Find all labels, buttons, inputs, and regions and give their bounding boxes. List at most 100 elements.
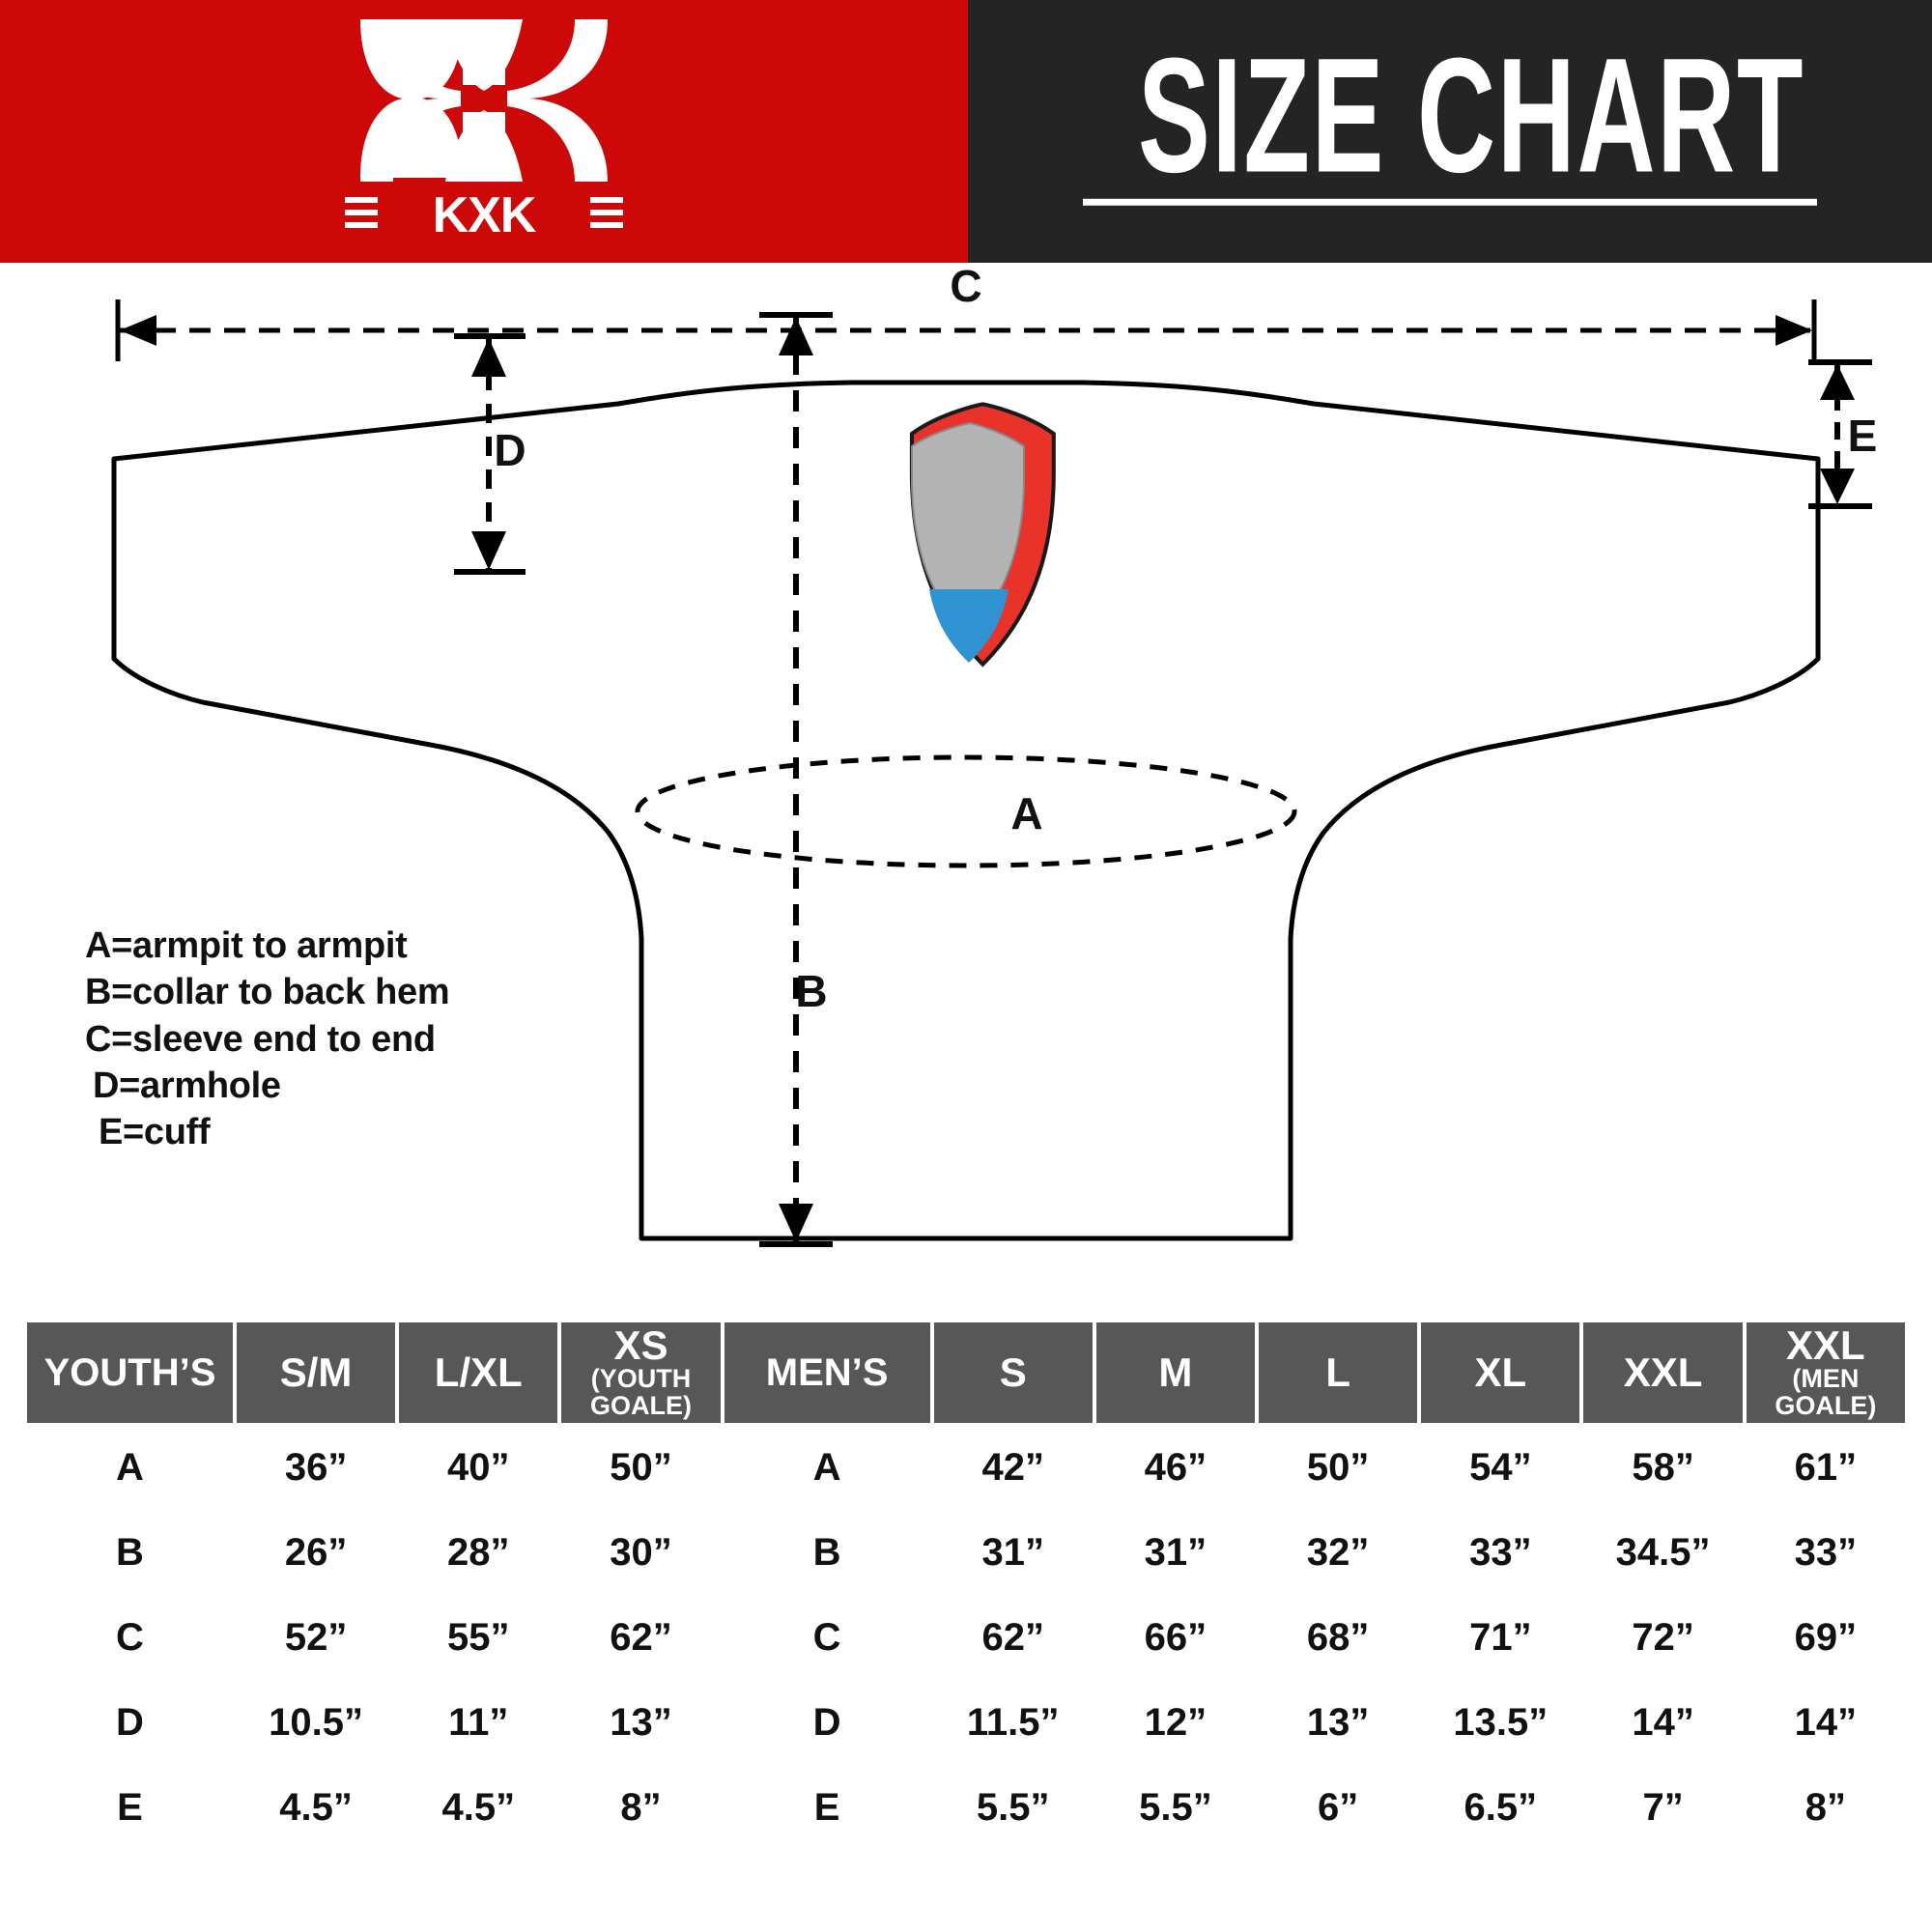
mens-column-header-5[interactable]: XXL (MEN GOALE)	[1746, 1322, 1905, 1423]
page-header: KXK SIZE CHART	[0, 0, 1932, 263]
dimension-a-label: A	[1010, 788, 1042, 838]
legend-item-d: D=armhole	[93, 1065, 281, 1106]
title-panel: SIZE CHART	[968, 0, 1932, 263]
mens-cell-d-3: 13.5”	[1421, 1682, 1580, 1763]
mens-row-label: A	[724, 1427, 930, 1508]
size-table-body: A 36” 40” 50” A 42” 46” 50” 54” 58” 61” B 26” 28” 30” B…	[27, 1427, 1905, 1848]
youth-row-label: E	[27, 1767, 233, 1848]
page-title: SIZE CHART	[1138, 24, 1805, 207]
legend-item-a: A=armpit to armpit	[85, 925, 408, 966]
dimension-d-label: D	[494, 425, 526, 475]
mens-cell-a-2: 50”	[1259, 1427, 1418, 1508]
brand-wordmark: KXK	[339, 184, 629, 242]
mens-cell-e-3: 6.5”	[1421, 1767, 1580, 1848]
mens-cell-d-5: 14”	[1746, 1682, 1905, 1763]
mens-column-header-0[interactable]: S	[933, 1322, 1093, 1423]
brand-logo: KXK	[339, 14, 629, 245]
youth-cell-d-2: 13”	[561, 1682, 721, 1763]
youth-cell-e-2: 8”	[561, 1767, 721, 1848]
column-size-label: XS	[613, 1322, 668, 1369]
mens-row-label: C	[724, 1597, 930, 1678]
mens-cell-b-3: 33”	[1421, 1512, 1580, 1593]
mens-cell-b-2: 32”	[1259, 1512, 1418, 1593]
mens-column-header-1[interactable]: M	[1095, 1322, 1256, 1423]
table-row: B 26” 28” 30” B 31” 31” 32” 33” 34.5” 33”	[27, 1512, 1905, 1593]
youth-column-header-1[interactable]: L/XL	[399, 1322, 558, 1423]
table-row: E 4.5” 4.5” 8” E 5.5” 5.5” 6” 6.5” 7” 8”	[27, 1767, 1905, 1848]
mens-cell-e-2: 6”	[1259, 1767, 1418, 1848]
mens-column-header-3[interactable]: XL	[1421, 1322, 1580, 1423]
mens-cell-e-1: 5.5”	[1095, 1767, 1256, 1848]
dimension-b-label: B	[795, 966, 827, 1016]
youth-cell-a-0: 36”	[236, 1427, 396, 1508]
youth-row-label: B	[27, 1512, 233, 1593]
column-size-label: L/XL	[434, 1350, 523, 1395]
youth-cell-e-0: 4.5”	[236, 1767, 396, 1848]
column-size-label: M	[1158, 1350, 1193, 1395]
dimension-e-arrow	[1808, 359, 1872, 509]
jersey-outline	[111, 380, 1821, 1241]
brand-name-text: KXK	[433, 187, 537, 242]
legend-item-b: B=collar to back hem	[85, 972, 450, 1013]
mens-cell-d-4: 14”	[1583, 1682, 1743, 1763]
dimension-b-arrow	[759, 312, 833, 1247]
legend-item-c: C=sleeve end to end	[85, 1018, 436, 1060]
mens-cell-a-1: 46”	[1095, 1427, 1256, 1508]
mens-cell-d-0: 11.5”	[933, 1682, 1093, 1763]
mens-cell-e-4: 7”	[1583, 1767, 1743, 1848]
mens-row-label: E	[724, 1767, 930, 1848]
size-table-head: YOUTH’S S/M L/XL XS (YOUTH GOALE) MEN’S S M L XL X…	[27, 1322, 1905, 1423]
column-size-label: XL	[1474, 1350, 1527, 1395]
kxk-wordmark-icon: KXK	[345, 187, 623, 242]
dimension-d-arrow	[454, 333, 526, 575]
mens-cell-c-5: 69”	[1746, 1597, 1905, 1678]
mens-cell-e-0: 5.5”	[933, 1767, 1093, 1848]
mens-cell-c-1: 66”	[1095, 1597, 1256, 1678]
mens-cell-c-2: 68”	[1259, 1597, 1418, 1678]
youth-cell-a-2: 50”	[561, 1427, 721, 1508]
youth-column-header-0[interactable]: S/M	[236, 1322, 396, 1423]
brand-panel: KXK	[0, 0, 968, 263]
mens-row-label: B	[724, 1512, 930, 1593]
jersey-diagram-svg: A B D	[111, 263, 1878, 1247]
mens-cell-d-1: 12”	[1095, 1682, 1256, 1763]
legend-item-e: E=cuff	[99, 1112, 211, 1152]
youth-cell-a-1: 40”	[399, 1427, 558, 1508]
mens-cell-c-0: 62”	[933, 1597, 1093, 1678]
measurement-legend: A=armpit to armpit B=collar to back hem …	[85, 923, 450, 1155]
mens-column-header-2[interactable]: L	[1259, 1322, 1418, 1423]
column-size-label: XXL	[1786, 1322, 1865, 1369]
mens-group-header[interactable]: MEN’S	[724, 1322, 930, 1423]
size-table-wrapper: YOUTH’S S/M L/XL XS (YOUTH GOALE) MEN’S S M L XL X…	[23, 1319, 1909, 1852]
youth-cell-c-2: 62”	[561, 1597, 721, 1678]
youth-group-header[interactable]: YOUTH’S	[27, 1322, 233, 1423]
youth-cell-b-0: 26”	[236, 1512, 396, 1593]
title-block: SIZE CHART	[1083, 33, 1817, 207]
kxk-hourglass-logo-icon	[360, 19, 608, 182]
mens-cell-c-4: 72”	[1583, 1597, 1743, 1678]
column-size-label: S	[999, 1350, 1027, 1395]
youth-cell-e-1: 4.5”	[399, 1767, 558, 1848]
column-size-label: L	[1325, 1350, 1350, 1395]
youth-cell-c-1: 55”	[399, 1597, 558, 1678]
table-row: C 52” 55” 62” C 62” 66” 68” 71” 72” 69”	[27, 1597, 1905, 1678]
youth-row-label: C	[27, 1597, 233, 1678]
dimension-a-ellipse	[635, 754, 1297, 868]
youth-cell-d-0: 10.5”	[236, 1682, 396, 1763]
size-table-header-row: YOUTH’S S/M L/XL XS (YOUTH GOALE) MEN’S S M L XL X…	[27, 1322, 1905, 1423]
mens-cell-b-1: 31”	[1095, 1512, 1256, 1593]
dimension-e-label: E	[1848, 411, 1878, 461]
mens-cell-a-3: 54”	[1421, 1427, 1580, 1508]
collar-accent	[929, 589, 1009, 663]
title-underline	[1083, 199, 1817, 207]
mens-column-header-4[interactable]: XXL	[1583, 1322, 1743, 1423]
mens-cell-d-2: 13”	[1259, 1682, 1418, 1763]
column-size-note: (MEN GOALE)	[1775, 1364, 1877, 1420]
youth-column-header-2[interactable]: XS (YOUTH GOALE)	[561, 1322, 721, 1423]
mens-cell-b-4: 34.5”	[1583, 1512, 1743, 1593]
column-size-label: XXL	[1623, 1350, 1703, 1395]
youth-cell-b-1: 28”	[399, 1512, 558, 1593]
dimension-c-arrow	[115, 299, 1817, 361]
mens-cell-b-5: 33”	[1746, 1512, 1905, 1593]
